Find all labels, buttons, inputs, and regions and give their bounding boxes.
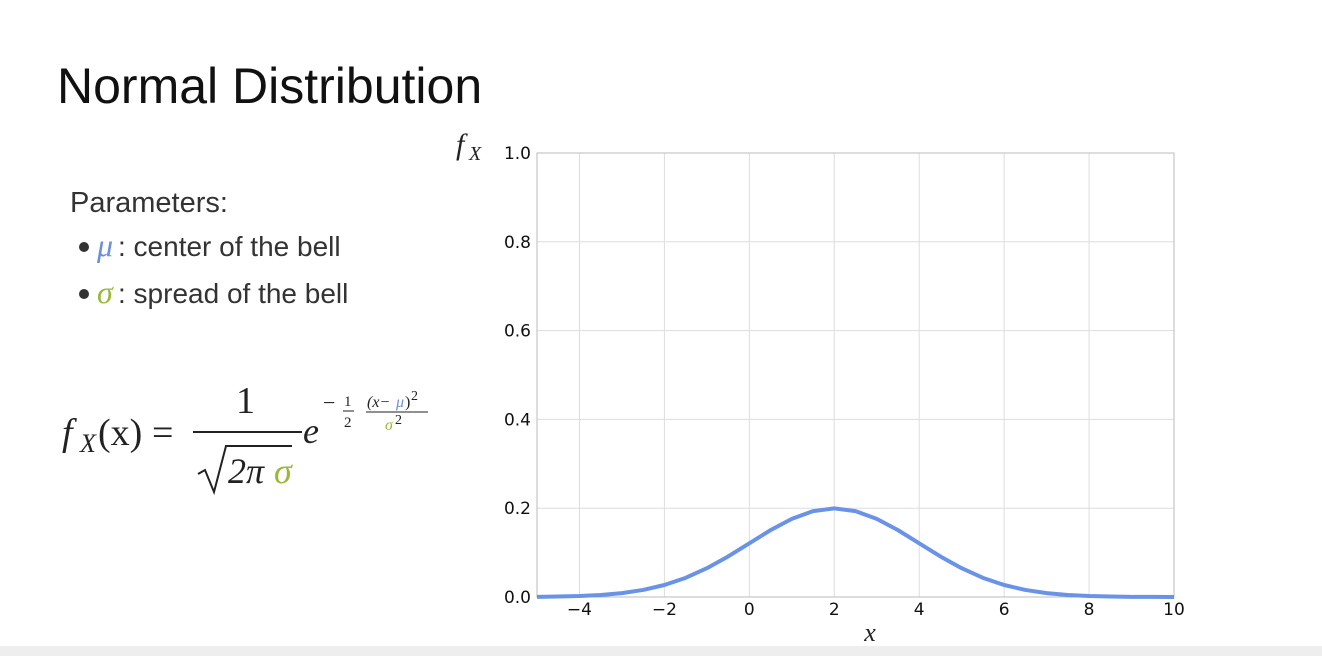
y-tick-label: 0.8 <box>504 233 531 253</box>
y-tick-label: 0.2 <box>504 499 531 519</box>
x-tick-label: 2 <box>829 600 840 620</box>
f-sub: X <box>79 429 97 458</box>
bullet-dot <box>79 242 89 252</box>
bottom-strip <box>0 646 1322 656</box>
exp-a: (x− <box>367 394 390 411</box>
x-tick-label: 10 <box>1163 600 1185 620</box>
slide-title: Normal Distribution <box>57 58 482 114</box>
exp-sigma-pow: 2 <box>395 413 402 428</box>
bullet-symbol: σ <box>97 274 114 310</box>
exp-minus: − <box>323 390 335 415</box>
y-axis-label-sub: X <box>468 143 482 165</box>
half-num: 1 <box>344 394 352 410</box>
exp-pow: 2 <box>411 389 418 404</box>
plot-frame <box>536 152 1175 598</box>
y-tick-label: 0.4 <box>504 410 531 430</box>
exp-sigma: σ <box>385 417 394 434</box>
params-heading: Parameters: <box>70 187 228 219</box>
bullet-text: : spread of the bell <box>118 278 348 309</box>
bullet-text: : center of the bell <box>118 231 341 262</box>
half-den: 2 <box>344 415 352 431</box>
x-tick-label: 8 <box>1084 600 1095 620</box>
x-tick-label: −2 <box>652 600 677 620</box>
arg: (x) <box>98 412 142 454</box>
x-tick-label: 4 <box>914 600 925 620</box>
exp-b: ) <box>405 394 410 411</box>
den-sigma: σ <box>274 451 293 491</box>
exp-mu: μ <box>395 394 404 411</box>
denominator: 2π <box>228 451 265 491</box>
bullet-symbol: μ <box>96 227 113 263</box>
x-tick-label: 0 <box>744 600 755 620</box>
equals: = <box>152 412 173 454</box>
e: e <box>303 411 319 451</box>
numerator: 1 <box>236 380 255 422</box>
bullet-dot <box>79 289 89 299</box>
x-tick-label: −4 <box>567 600 592 620</box>
sqrt-sign <box>197 445 292 496</box>
x-tick-label: 6 <box>999 600 1010 620</box>
density-curve <box>536 506 1175 599</box>
y-tick-label: 1.0 <box>504 144 531 164</box>
x-axis-label: x <box>863 618 876 647</box>
y-tick-label: 0.0 <box>504 588 531 608</box>
formula: f X (x) =12π σe− 12(x− μ) 2σ 2 <box>62 380 428 496</box>
y-tick-label: 0.6 <box>504 322 531 342</box>
